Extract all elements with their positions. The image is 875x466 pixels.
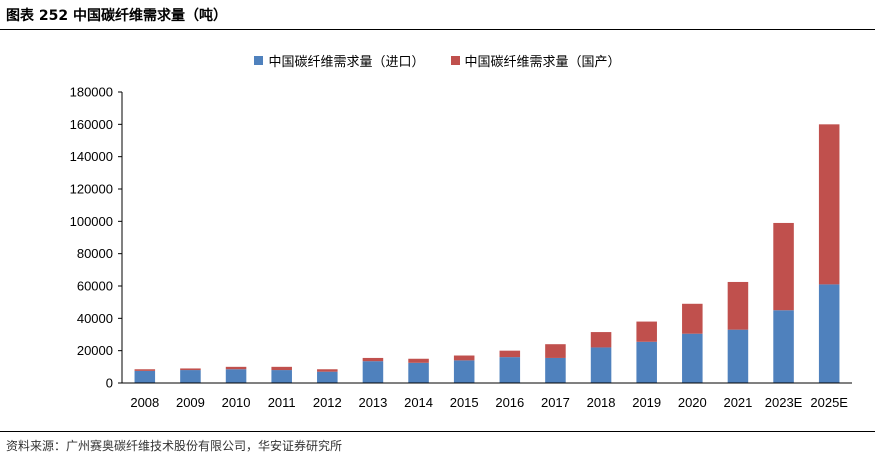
- bar-import-2014: [408, 362, 429, 383]
- chart-legend: 中国碳纤维需求量（进口） 中国碳纤维需求量（国产）: [0, 51, 875, 70]
- bar-import-2021: [727, 329, 749, 383]
- y-tick-label: 100000: [70, 214, 113, 229]
- y-tick-label: 40000: [77, 311, 113, 326]
- x-tick-label: 2020: [678, 395, 707, 410]
- x-tick-label: 2011: [268, 395, 296, 410]
- top-divider: [0, 29, 875, 30]
- x-tick-label: 2015: [450, 395, 479, 410]
- y-tick-label: 60000: [77, 279, 113, 294]
- legend-item-domestic: 中国碳纤维需求量（国产）: [450, 51, 621, 70]
- x-tick-label: 2012: [313, 395, 342, 410]
- bar-import-2025E: [818, 284, 840, 383]
- bar-domestic-2009: [180, 368, 201, 371]
- bar-import-2018: [590, 347, 612, 383]
- y-tick-label: 0: [106, 376, 113, 391]
- legend-swatch-import: [254, 56, 264, 65]
- y-tick-label: 140000: [70, 149, 113, 164]
- bar-domestic-2025E: [818, 124, 840, 285]
- x-tick-label: 2010: [222, 395, 251, 410]
- y-tick-label: 120000: [70, 182, 113, 197]
- bar-domestic-2013: [362, 357, 384, 362]
- legend-label-import: 中国碳纤维需求量（进口）: [268, 55, 425, 70]
- x-tick-label: 2017: [541, 395, 570, 410]
- chart-title: 图表 252 中国碳纤维需求量（吨）: [6, 8, 227, 24]
- bar-import-2015: [453, 360, 475, 383]
- x-tick-label: 2008: [130, 395, 159, 410]
- bar-import-2008: [134, 370, 156, 383]
- bar-import-2012: [317, 371, 338, 383]
- bar-domestic-2018: [590, 332, 612, 348]
- bar-domestic-2008: [134, 369, 156, 371]
- legend-swatch-domestic: [450, 56, 460, 65]
- legend-label-domestic: 中国碳纤维需求量（国产）: [464, 55, 621, 70]
- bar-import-2010: [225, 369, 247, 383]
- bar-domestic-2011: [271, 366, 292, 371]
- source-note: 资料来源：广州赛奥碳纤维技术股份有限公司，华安证券研究所: [6, 439, 343, 453]
- x-tick-label: 2013: [358, 395, 387, 410]
- bar-import-2016: [499, 357, 521, 383]
- bar-domestic-2016: [499, 350, 521, 358]
- x-tick-label: 2025E: [810, 395, 848, 410]
- bar-import-2020: [682, 333, 703, 383]
- bar-domestic-2023E: [773, 222, 794, 311]
- bar-domestic-2019: [636, 321, 657, 342]
- x-tick-label: 2021: [723, 395, 752, 410]
- x-tick-label: 2016: [495, 395, 524, 410]
- bar-domestic-2017: [545, 344, 566, 358]
- y-tick-label: 180000: [70, 85, 113, 100]
- bar-import-2023E: [773, 310, 794, 383]
- x-tick-label: 2019: [632, 395, 661, 410]
- bottom-divider: [0, 431, 875, 432]
- x-tick-label: 2018: [587, 395, 616, 410]
- bar-import-2017: [545, 357, 566, 383]
- bar-import-2019: [636, 341, 657, 383]
- y-tick-label: 80000: [77, 246, 113, 261]
- x-tick-label: 2009: [176, 395, 205, 410]
- bar-import-2009: [180, 370, 201, 383]
- bar-domestic-2010: [225, 366, 247, 370]
- bar-domestic-2014: [408, 358, 429, 363]
- legend-item-import: 中国碳纤维需求量（进口）: [254, 51, 425, 70]
- bar-domestic-2012: [317, 369, 338, 372]
- bar-import-2011: [271, 370, 292, 383]
- bar-domestic-2020: [682, 303, 703, 334]
- bar-import-2013: [362, 361, 384, 383]
- y-tick-label: 160000: [70, 117, 113, 132]
- y-tick-label: 20000: [77, 343, 113, 358]
- bar-domestic-2015: [453, 355, 475, 361]
- bar-domestic-2021: [727, 281, 749, 330]
- x-tick-label: 2014: [404, 395, 433, 410]
- x-tick-label: 2023E: [765, 395, 803, 410]
